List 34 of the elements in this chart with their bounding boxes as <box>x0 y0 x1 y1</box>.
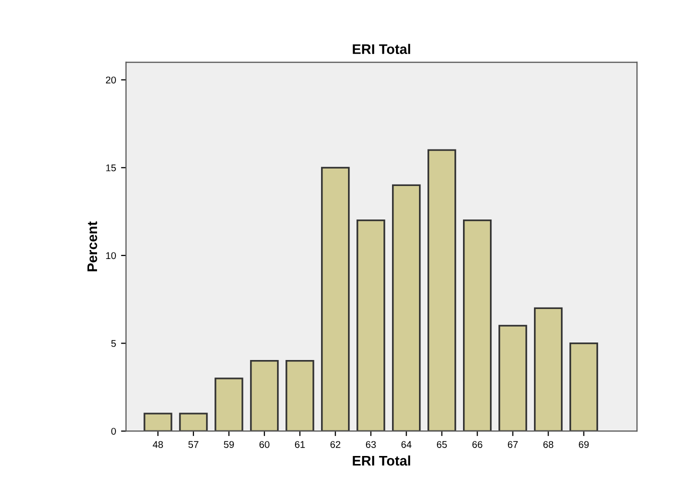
x-tick-label: 48 <box>152 441 163 448</box>
y-axis-title: Percent <box>87 221 98 272</box>
x-tick-label: 67 <box>508 441 518 448</box>
bar <box>569 342 598 432</box>
y-tick-label: 10 <box>106 252 116 260</box>
x-tick-label: 69 <box>578 441 589 448</box>
bar <box>534 307 563 432</box>
x-tick-label: 65 <box>436 441 447 448</box>
bar <box>321 166 350 432</box>
x-tick-label: 66 <box>472 441 482 448</box>
y-tick-label: 15 <box>106 164 116 172</box>
bar <box>356 220 386 432</box>
x-tick-label: 68 <box>543 441 554 448</box>
y-tick-label: 0 <box>111 428 116 435</box>
bar <box>462 220 492 432</box>
bar <box>428 149 456 432</box>
y-tick-label: 5 <box>111 340 116 347</box>
x-tick-label: 64 <box>401 441 412 448</box>
x-axis-title: ERI Total <box>352 455 410 466</box>
x-tick-label: 59 <box>224 441 234 448</box>
bar <box>498 324 528 432</box>
bar <box>286 360 314 432</box>
bar <box>250 360 279 432</box>
y-tick-label: 20 <box>106 76 116 84</box>
x-tick-label: 62 <box>330 441 340 448</box>
bar <box>179 412 208 432</box>
bar <box>392 184 421 432</box>
x-tick-label: 63 <box>366 441 376 448</box>
bar <box>214 378 244 432</box>
x-tick-label: 61 <box>294 441 305 448</box>
x-tick-label: 60 <box>259 441 270 448</box>
bar <box>144 412 172 432</box>
chart-title: ERI Total <box>352 44 410 54</box>
x-tick-label: 57 <box>188 441 198 448</box>
